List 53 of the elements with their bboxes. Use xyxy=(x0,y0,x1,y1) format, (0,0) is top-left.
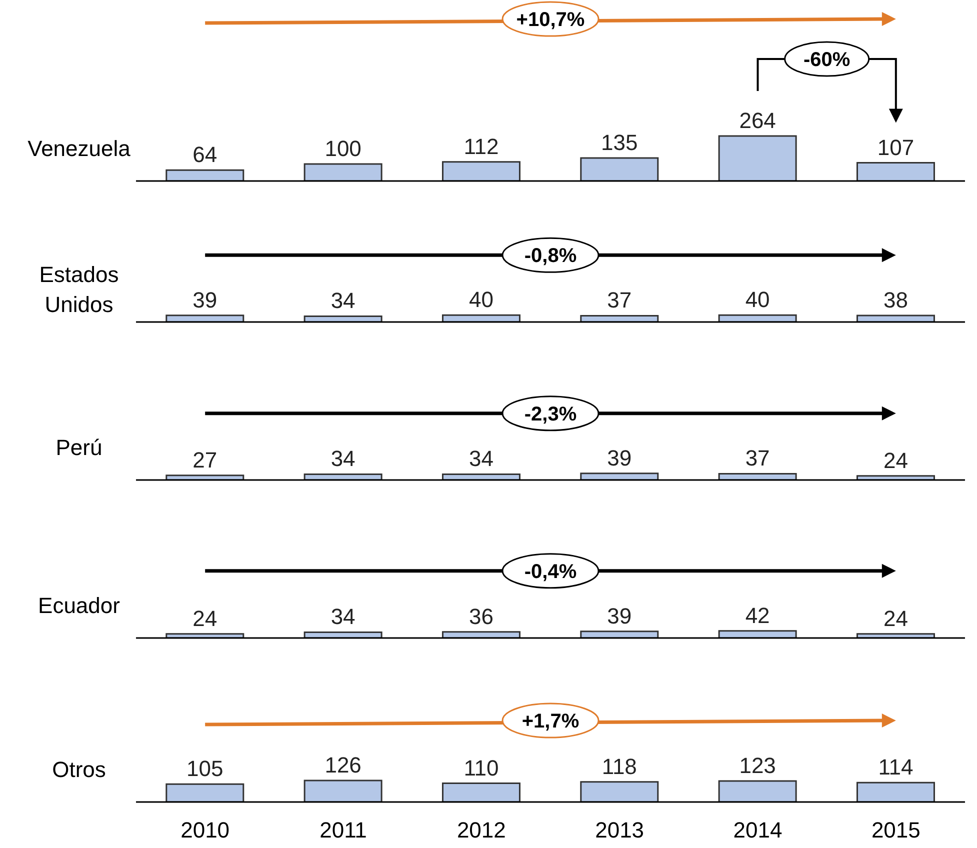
bar xyxy=(856,162,935,181)
data-label: 64 xyxy=(192,142,218,168)
data-label: 40 xyxy=(745,287,770,312)
text: +10,7% xyxy=(516,9,585,31)
data-label: 34 xyxy=(330,446,356,472)
chart-title: Otros xyxy=(52,756,106,784)
text: -0,4% xyxy=(524,560,577,583)
data-label: 34 xyxy=(468,446,494,472)
data-label: 39 xyxy=(607,603,632,628)
data-label: 114 xyxy=(878,754,914,780)
x-tick-label: 2014 xyxy=(733,818,782,843)
data-label: 126 xyxy=(324,752,362,778)
data-label: 24 xyxy=(883,606,908,631)
data-label: 34 xyxy=(330,604,356,630)
data-label: 24 xyxy=(192,606,218,631)
bar xyxy=(718,135,797,181)
x-tick-label: 2010 xyxy=(180,818,230,843)
text: -0,8% xyxy=(524,245,577,268)
data-label: 36 xyxy=(468,604,494,629)
data-label: 24 xyxy=(883,448,908,473)
data-label: 34 xyxy=(330,288,356,314)
data-label: 112 xyxy=(464,134,499,159)
data-label: 100 xyxy=(324,136,362,161)
x-tick-label: 2013 xyxy=(595,818,644,843)
chart-title: Venezuela xyxy=(28,135,130,163)
x-tick-label: 2015 xyxy=(871,818,920,843)
text: -60% xyxy=(803,49,850,71)
data-label: 37 xyxy=(745,446,770,471)
data-label: 123 xyxy=(739,753,776,778)
data-label: 27 xyxy=(192,447,218,472)
x-tick-label: 2012 xyxy=(456,818,506,843)
x-tick-label: 2011 xyxy=(320,818,367,843)
bar xyxy=(580,157,659,181)
bar xyxy=(166,169,244,181)
data-label: 42 xyxy=(745,602,770,628)
data-label: 118 xyxy=(602,754,637,779)
data-label: 105 xyxy=(186,756,224,782)
data-label: 107 xyxy=(877,134,914,160)
chart-title: Ecuador xyxy=(38,592,120,620)
data-label: 37 xyxy=(607,288,632,313)
chart-title: Perú xyxy=(56,434,102,462)
chart-title: Estados Unidos xyxy=(38,261,120,319)
data-label: 264 xyxy=(739,108,776,133)
data-label: 38 xyxy=(883,288,908,313)
data-label: 40 xyxy=(468,287,494,312)
text: -2,3% xyxy=(524,403,577,426)
data-label: 39 xyxy=(607,445,632,470)
data-label: 39 xyxy=(192,287,218,312)
data-label: 110 xyxy=(464,755,499,780)
text: +1,7% xyxy=(522,710,580,733)
bar xyxy=(442,161,520,181)
data-label: 135 xyxy=(601,130,638,155)
bar xyxy=(304,163,382,181)
